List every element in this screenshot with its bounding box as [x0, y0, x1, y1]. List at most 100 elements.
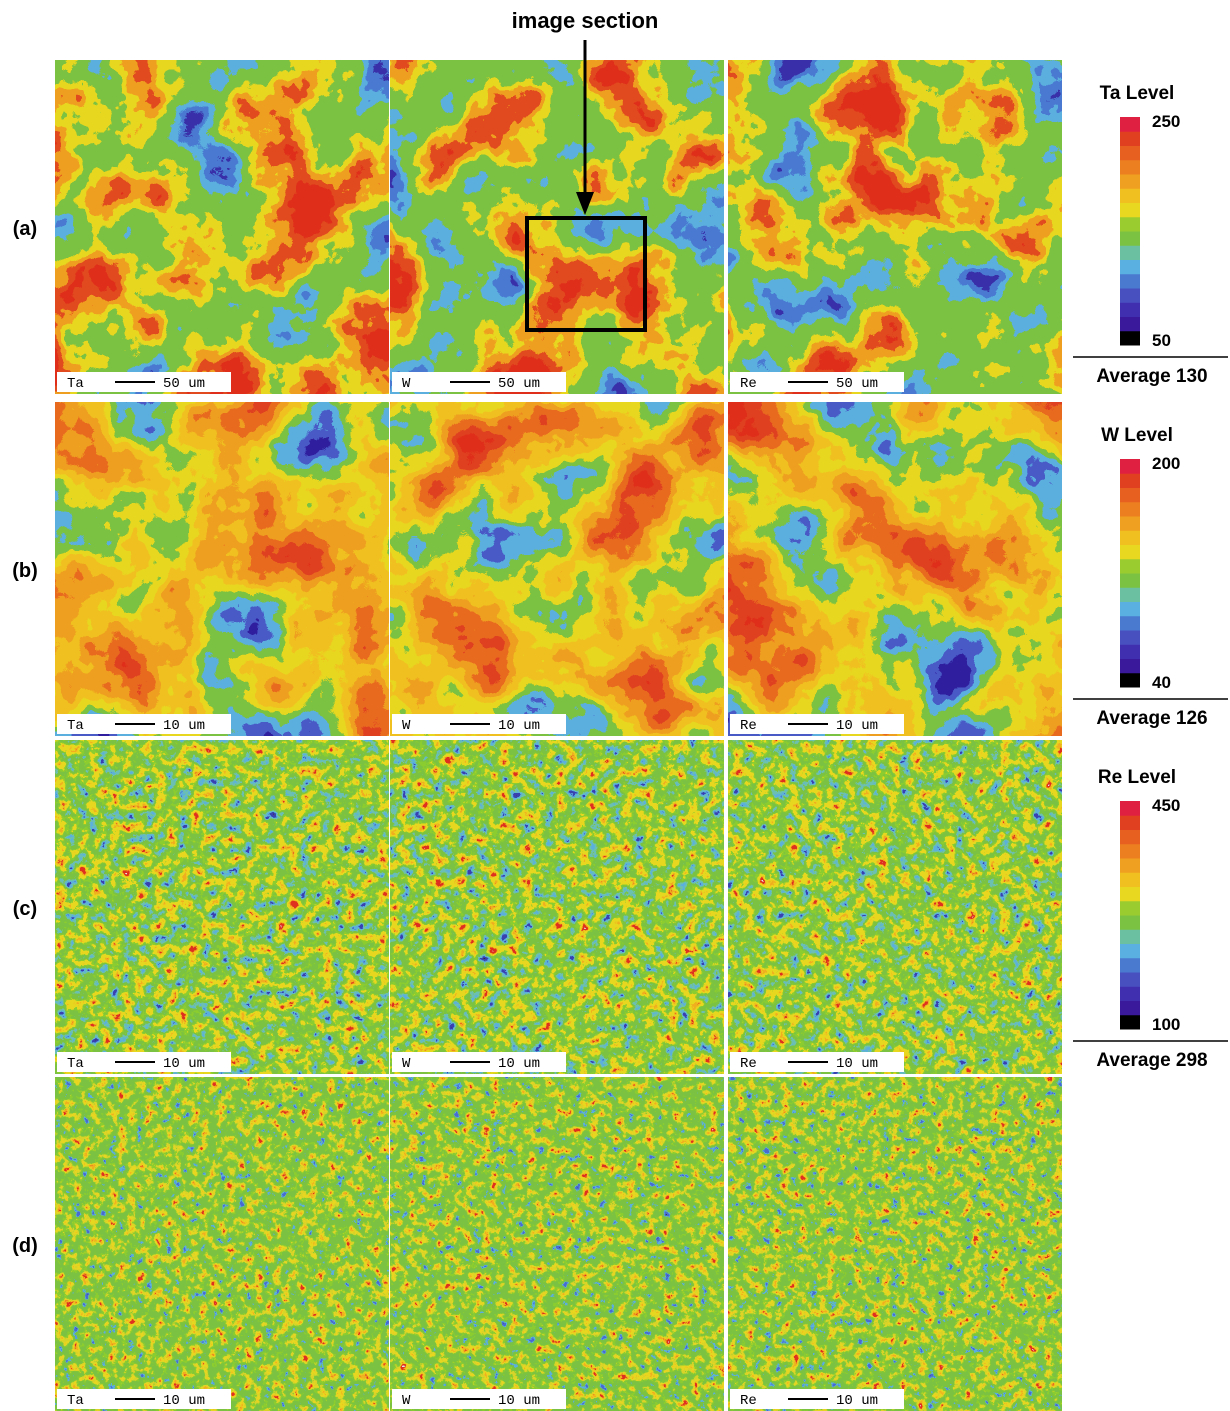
element-label: W: [402, 1056, 411, 1072]
scale-label: 10 um: [498, 1056, 540, 1072]
colorbar-step: [1120, 1014, 1140, 1030]
colorbar-step: [1120, 487, 1140, 503]
scale-label: 10 um: [498, 718, 540, 734]
colorbar-step: [1120, 288, 1140, 303]
element-map: [390, 402, 724, 736]
colorbar-step: [1120, 829, 1140, 845]
colorbar-step: [1120, 159, 1140, 175]
colorbar-step: [1120, 900, 1140, 916]
colorbar-step: [1120, 658, 1140, 674]
colorbar-step: [1120, 145, 1140, 161]
colorbar-step: [1120, 473, 1140, 488]
colorbar-step: [1120, 231, 1140, 246]
colorbar-step: [1120, 558, 1140, 574]
colorbar-step: [1120, 273, 1140, 289]
element-map: [728, 60, 1062, 394]
element-label: Re: [740, 1393, 757, 1409]
colorbar-step: [1120, 530, 1140, 545]
element-label: Ta: [67, 1056, 84, 1072]
legend-title: W Level: [1101, 425, 1173, 446]
element-label: Re: [740, 376, 757, 392]
colorbar-step: [1120, 915, 1140, 930]
legend-min: 40: [1152, 673, 1171, 692]
colorbar-step: [1120, 872, 1140, 887]
colorbar-step: [1120, 202, 1140, 218]
colorbar-step: [1120, 544, 1140, 560]
element-map: [55, 1077, 389, 1411]
arrow-head: [576, 192, 594, 215]
colorbar-step: [1120, 644, 1140, 659]
element-map: [390, 1077, 724, 1411]
colorbar-step: [1120, 216, 1140, 232]
element-map: [728, 740, 1062, 1074]
colorbar-step: [1120, 330, 1140, 346]
colorbar-step: [1120, 131, 1140, 146]
colorbar-step: [1120, 573, 1140, 588]
colorbar-step: [1120, 459, 1140, 474]
legend-min: 100: [1152, 1015, 1180, 1034]
colorbar-step: [1120, 886, 1140, 902]
row-label: (d): [12, 1235, 38, 1257]
legend-max: 450: [1152, 796, 1180, 815]
row-label: (c): [13, 898, 37, 920]
section-box: [525, 216, 647, 332]
colorbar-step: [1120, 929, 1140, 944]
colorbar-step: [1120, 601, 1140, 617]
colorbar-step: [1120, 858, 1140, 873]
colorbar-step: [1120, 630, 1140, 645]
colorbar-step: [1120, 188, 1140, 203]
annotation: image section: [512, 8, 659, 33]
element-map: [728, 1077, 1062, 1411]
colorbar-step: [1120, 957, 1140, 973]
element-map: [728, 402, 1062, 736]
colorbar-step: [1120, 302, 1140, 317]
scale-label: 50 um: [498, 376, 540, 392]
scale-label: 50 um: [163, 376, 205, 392]
colorbar-step: [1120, 815, 1140, 830]
element-label: Ta: [67, 376, 84, 392]
colorbar-step: [1120, 174, 1140, 189]
element-map: [55, 402, 389, 736]
scale-label: 10 um: [836, 1056, 878, 1072]
element-map: [390, 60, 724, 394]
row-label: (b): [12, 560, 38, 582]
colorbar-step: [1120, 972, 1140, 987]
colorbar-step: [1120, 986, 1140, 1001]
element-label: W: [402, 1393, 411, 1409]
row-label: (a): [13, 218, 37, 240]
element-map: [55, 60, 389, 394]
scale-label: 10 um: [163, 1393, 205, 1409]
colorbar-step: [1120, 843, 1140, 859]
legend-title: Ta Level: [1100, 83, 1175, 104]
colorbar-step: [1120, 516, 1140, 531]
scale-label: 10 um: [836, 718, 878, 734]
legend-title: Re Level: [1098, 767, 1176, 788]
element-map: [390, 740, 724, 1074]
scale-label: 10 um: [163, 718, 205, 734]
scale-label: 10 um: [498, 1393, 540, 1409]
colorbar-step: [1120, 587, 1140, 602]
colorbar-step: [1120, 316, 1140, 332]
colorbar-step: [1120, 1000, 1140, 1016]
colorbar-step: [1120, 943, 1140, 959]
element-label: W: [402, 718, 411, 734]
legend-min: 50: [1152, 331, 1171, 350]
element-map: [55, 740, 389, 1074]
colorbar-step: [1120, 117, 1140, 132]
element-label: Re: [740, 718, 757, 734]
scale-label: 10 um: [836, 1393, 878, 1409]
element-label: Ta: [67, 1393, 84, 1409]
colorbar-step: [1120, 801, 1140, 816]
legend-average: Average 130: [1096, 366, 1207, 387]
colorbar-step: [1120, 615, 1140, 631]
colorbar-step: [1120, 501, 1140, 517]
scale-label: 50 um: [836, 376, 878, 392]
legend-max: 250: [1152, 112, 1180, 131]
element-label: W: [402, 376, 411, 392]
element-label: Ta: [67, 718, 84, 734]
colorbar-step: [1120, 259, 1140, 275]
colorbar-step: [1120, 245, 1140, 260]
legend-average: Average 298: [1096, 1050, 1207, 1071]
element-label: Re: [740, 1056, 757, 1072]
